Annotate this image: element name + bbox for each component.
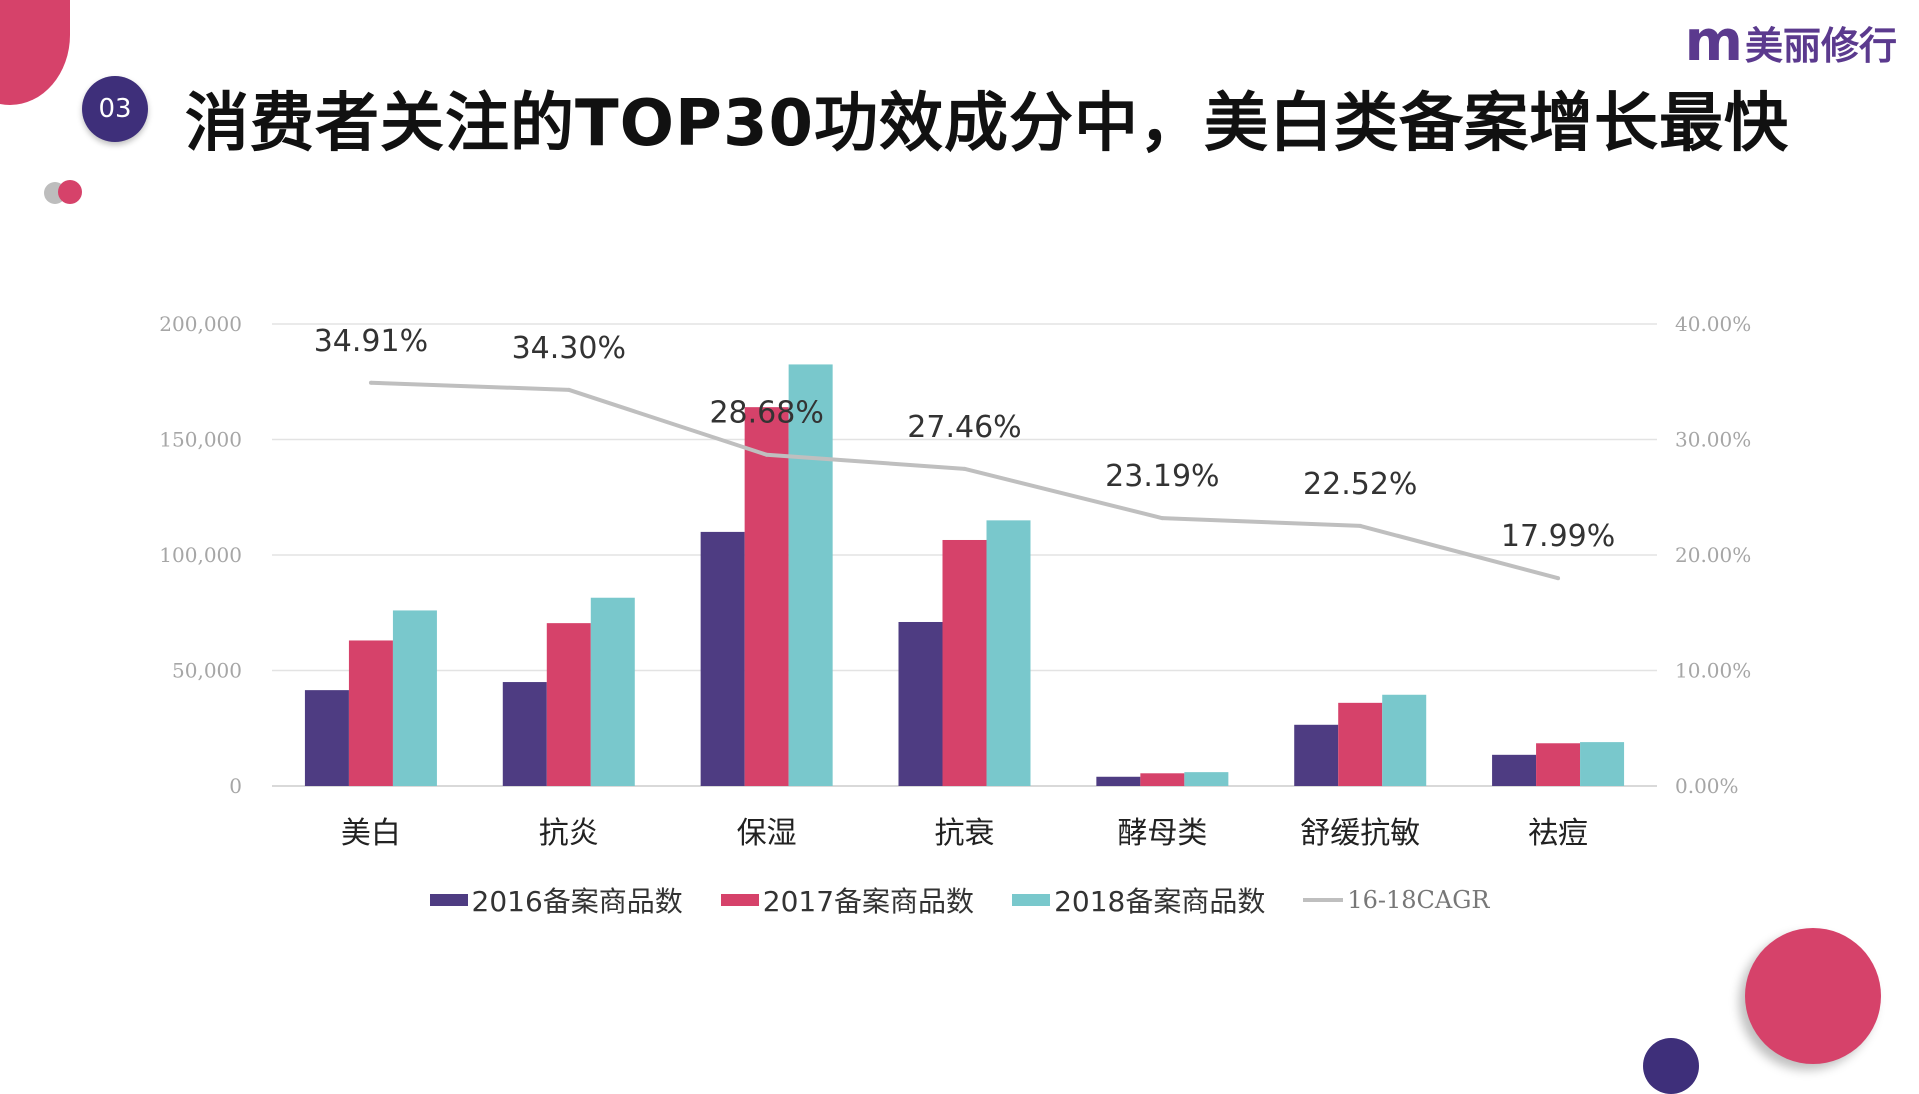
chart-legend: 2016备案商品数 2017备案商品数 2018备案商品数 16-18CAGR (0, 880, 1919, 920)
y2-axis-tick-label: 20.00% (1675, 543, 1751, 567)
brand-mark: m (1684, 9, 1743, 74)
bar (986, 520, 1031, 786)
x-axis-tick-label: 祛痘 (1528, 816, 1588, 851)
cagr-point (1358, 523, 1363, 528)
x-axis-tick-label: 酵母类 (1117, 816, 1207, 851)
legend-line-cagr (1303, 898, 1344, 902)
cagr-point (1556, 576, 1561, 581)
slide-number-badge: 03 (82, 76, 148, 142)
cagr-point (368, 380, 373, 385)
y-axis-tick-label: 100,000 (159, 543, 242, 567)
legend-label-2018: 2018备案商品数 (1054, 885, 1266, 918)
legend-item-2018: 2018备案商品数 (1012, 880, 1265, 920)
x-axis-tick-label: 抗衰 (935, 816, 995, 851)
legend-label-2016: 2016备案商品数 (471, 885, 683, 918)
bar (788, 364, 833, 786)
legend-swatch-2016 (429, 894, 468, 906)
y2-axis-tick-label: 30.00% (1675, 428, 1751, 452)
cagr-point (962, 466, 967, 471)
legend-item-2016: 2016备案商品数 (429, 880, 683, 920)
x-axis-tick-label: 美白 (341, 816, 401, 851)
page-title: 消费者关注的TOP30功效成分中，美白类备案增长最快 (185, 87, 1790, 161)
y2-axis-tick-label: 0.00% (1675, 774, 1739, 798)
y2-axis-tick-label: 40.00% (1675, 312, 1751, 336)
cagr-data-label: 27.46% (907, 410, 1021, 445)
legend-item-2017: 2017备案商品数 (720, 880, 975, 920)
bar (1294, 724, 1339, 786)
y2-axis-tick-label: 10.00% (1675, 659, 1751, 683)
brand-name: 美丽修行 (1744, 23, 1897, 68)
bar (942, 539, 987, 786)
cagr-point (764, 452, 769, 457)
y-axis-tick-label: 0 (229, 774, 242, 798)
x-axis-tick-label: 舒缓抗敏 (1300, 816, 1420, 851)
cagr-point (566, 387, 571, 392)
bar (700, 531, 745, 786)
bar (1184, 772, 1229, 786)
cagr-point (1160, 516, 1165, 521)
decor-circle-bottom-right (1745, 928, 1881, 1064)
legend-swatch-2017 (720, 894, 759, 906)
bar (1096, 776, 1141, 786)
bar (1536, 743, 1581, 786)
cagr-data-label: 34.30% (512, 331, 626, 366)
bar (1382, 694, 1427, 786)
cagr-data-label: 28.68% (709, 396, 823, 431)
bar (1140, 773, 1185, 786)
y-axis-tick-label: 200,000 (159, 312, 242, 336)
cagr-data-label: 23.19% (1105, 459, 1219, 494)
bar (348, 640, 393, 786)
x-axis-tick-label: 抗炎 (539, 816, 599, 851)
y-axis-tick-label: 150,000 (159, 428, 242, 452)
bar (392, 610, 437, 786)
decor-dot-pink (58, 180, 82, 204)
bar (546, 623, 591, 786)
cagr-data-label: 17.99% (1501, 519, 1615, 554)
legend-label-cagr: 16-18CAGR (1347, 886, 1490, 914)
bar (590, 597, 635, 786)
cagr-data-label: 22.52% (1303, 467, 1417, 502)
bar (898, 621, 943, 786)
cagr-data-label: 34.91% (314, 324, 428, 359)
bar (1338, 702, 1383, 786)
bar (304, 690, 349, 786)
legend-item-cagr: 16-18CAGR (1303, 880, 1489, 920)
bar (1580, 742, 1625, 786)
bar (1492, 754, 1537, 786)
x-axis-tick-label: 保湿 (737, 816, 797, 851)
brand-logo: m 美丽修行 (1685, 14, 1897, 70)
bar (502, 682, 547, 786)
y-axis-tick-label: 50,000 (172, 659, 242, 683)
legend-label-2017: 2017备案商品数 (762, 885, 975, 918)
bar (744, 407, 789, 786)
legend-swatch-2018 (1012, 894, 1051, 906)
